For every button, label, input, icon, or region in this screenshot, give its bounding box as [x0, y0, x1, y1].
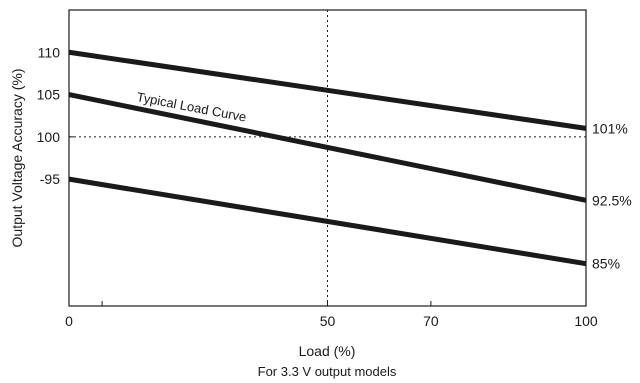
axis-ticks: [68, 51, 587, 306]
end-label: 85%: [592, 256, 620, 272]
series-line-1: [68, 92, 587, 203]
y-tick-label: 105: [37, 87, 61, 103]
y-tick-label: -95: [40, 171, 60, 187]
x-axis-label: Load (%): [299, 343, 356, 359]
end-labels: 101% 92.5% 85%: [592, 120, 632, 271]
series-lines: [68, 49, 587, 267]
x-tick-label: 100: [574, 313, 598, 329]
end-label: 92.5%: [592, 192, 632, 208]
x-tick-label: 0: [65, 313, 73, 329]
x-tick-label: 70: [423, 313, 439, 329]
x-tick-label: 50: [320, 313, 336, 329]
reference-lines: [69, 10, 586, 306]
y-tick-label: 100: [37, 129, 61, 145]
y-tick-label: 110: [38, 44, 61, 60]
series-line-0: [68, 49, 587, 131]
end-label: 101%: [592, 120, 628, 136]
chart-caption: For 3.3 V output models: [258, 364, 397, 379]
y-axis-label: Output Voltage Accuracy (%): [9, 69, 25, 248]
tick-labels: 0 50 70 100 110 105 100 -95: [37, 44, 598, 329]
series-line-2: [68, 176, 587, 267]
